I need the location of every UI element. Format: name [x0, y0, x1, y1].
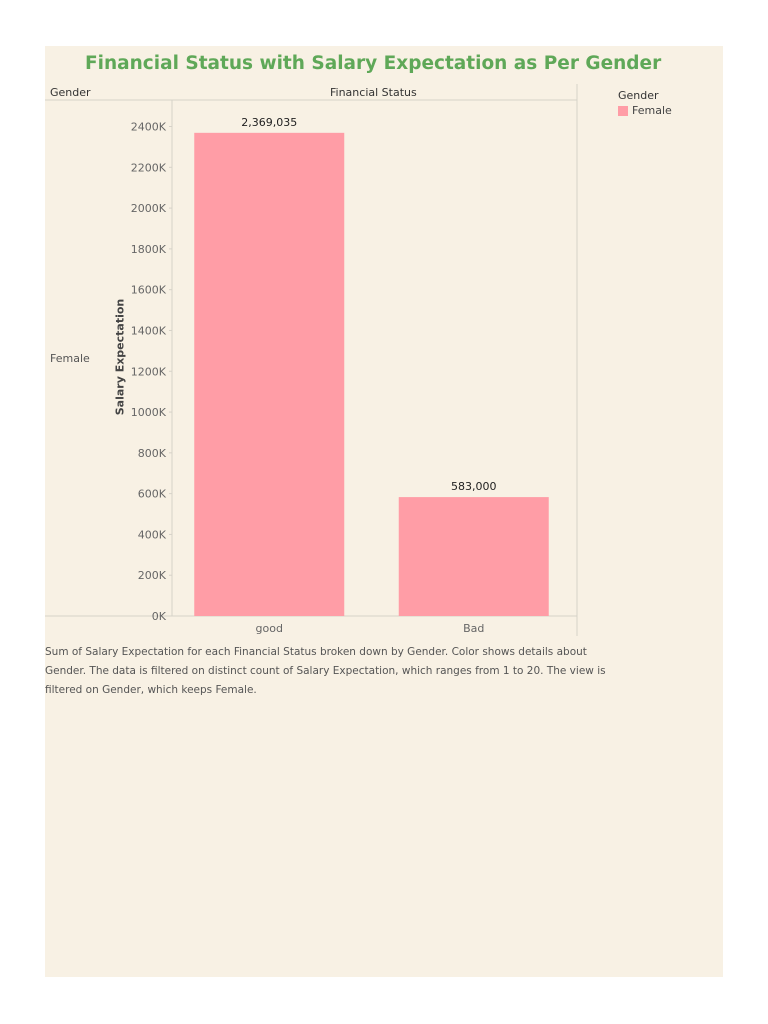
chart-panel: Financial Status with Salary Expectation… [45, 46, 723, 977]
data-label: 2,369,035 [241, 116, 297, 129]
legend-title: Gender [618, 89, 659, 102]
y-tick-label: 1000K [131, 406, 167, 419]
bar-chart: 0K 200K 400K 600K 800K 1000K 1200K 1400K 1600K 18… [45, 84, 578, 636]
legend: Gender Female [618, 89, 672, 117]
y-tick-label: 1600K [131, 284, 167, 297]
bar-bad [398, 497, 549, 616]
x-tick-label: good [256, 622, 283, 635]
legend-item-label: Female [632, 104, 672, 117]
y-tick-label: 2400K [131, 121, 167, 134]
row-label-female: Female [50, 352, 90, 365]
y-tick-label: 2000K [131, 202, 167, 215]
y-tick-label: 200K [138, 569, 167, 582]
y-tick-label: 600K [138, 488, 167, 501]
x-tick-label: Bad [463, 622, 484, 635]
chart-caption: Sum of Salary Expectation for each Finan… [45, 646, 606, 696]
y-tick-label: 0K [152, 610, 167, 623]
bar-good [194, 132, 345, 616]
legend-swatch [618, 105, 628, 116]
y-tick-label: 2200K [131, 161, 167, 174]
legend-item-female[interactable]: Female [618, 104, 672, 117]
y-tick-label: 1800K [131, 243, 167, 256]
y-tick-label: 1200K [131, 365, 167, 378]
column-header: Financial Status [330, 86, 417, 99]
data-label: 583,000 [451, 480, 497, 493]
chart-title: Financial Status with Salary Expectation… [85, 53, 662, 74]
y-tick-label: 800K [138, 447, 167, 460]
y-tick-label: 1400K [131, 324, 167, 337]
row-header: Gender [50, 86, 91, 99]
y-tick-label: 400K [138, 528, 167, 541]
